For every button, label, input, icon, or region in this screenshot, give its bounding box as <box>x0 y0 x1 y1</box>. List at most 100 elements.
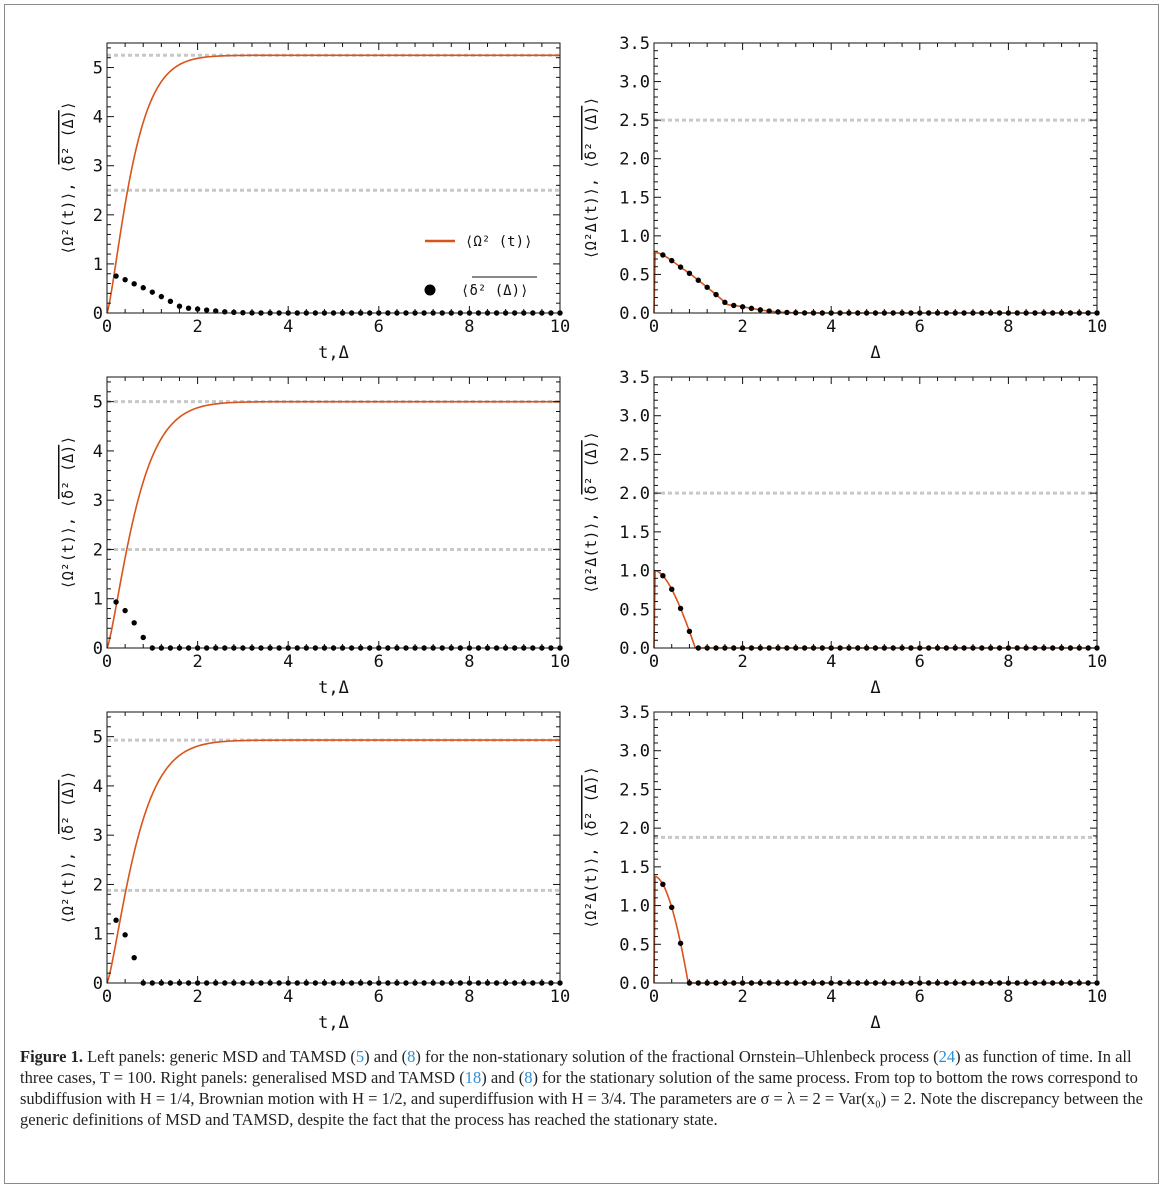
tamsd-point <box>748 305 755 312</box>
y-tick-label: 4 <box>93 108 103 128</box>
msd-curve <box>106 400 560 649</box>
caption-equation-ref[interactable]: 8 <box>407 1047 416 1066</box>
plot-frame <box>106 711 561 984</box>
y-axis-label-text: ⟨Ω²(t)⟩, ⟨δ² (Δ)⟩ <box>59 771 77 925</box>
y-axis-label: ⟨Ω²(t)⟩, ⟨δ² (Δ)⟩ <box>58 436 77 589</box>
y-tick-label: 3 <box>93 826 103 846</box>
x-tick-label: 10 <box>1087 317 1107 337</box>
legend-msd-label: ⟨Ω² (t)⟩ <box>465 234 532 250</box>
tamsd-point <box>176 303 183 309</box>
tamsd-point <box>660 573 666 579</box>
x-axis-label: Δ <box>870 678 880 698</box>
caption-text: ) for the non-stationary solution of the… <box>415 1047 939 1066</box>
y-tick-label: 3.0 <box>619 73 650 93</box>
y-axis-label-tamsd: δ² (Δ) <box>582 106 600 160</box>
y-axis-label-tamsd: δ² (Δ) <box>59 780 77 834</box>
y-tick-label: 0.0 <box>619 974 650 994</box>
y-tick-label: 0.5 <box>619 935 650 955</box>
chart-panel-r2-right: 0 2 4 6 8 10 0.0 0.5 1.0 1.5 2.0 2.5 3.0 3.5 Δ ⟨Ω²Δ(t)⟩… <box>581 368 1107 698</box>
chart-panel-r3-left: 0 2 4 6 8 10 0 1 2 3 4 5 t,Δ ⟨Ω²(t)⟩, ⟨δ² (Δ)⟩ <box>58 711 570 1033</box>
y-axis-label-tamsd: δ² (Δ) <box>582 440 600 494</box>
tamsd-point <box>731 302 737 309</box>
tamsd-point <box>131 620 137 626</box>
tamsd-point <box>677 264 684 270</box>
y-tick-label: 0.0 <box>619 639 650 659</box>
y-tick-label: 4 <box>93 777 103 797</box>
tamsd-point <box>158 293 165 300</box>
chart-panel-r1-right: 0 2 4 6 8 10 0.0 0.5 1.0 1.5 2.0 2.5 3.0 3.5 Δ ⟨Ω²Δ(t)⟩… <box>581 34 1107 363</box>
x-tick-label: 0 <box>649 317 659 337</box>
tamsd-point <box>669 257 675 264</box>
y-axis-label-main: ⟨Ω²(t)⟩, ⟨ <box>59 834 77 924</box>
y-axis-label-close: ⟩ <box>59 771 77 780</box>
tamsd-point <box>766 308 772 314</box>
caption-text: ) as function of time. In all three case… <box>20 1047 1132 1087</box>
caption-equation-ref[interactable]: 5 <box>355 1047 365 1066</box>
y-axis-label: ⟨Ω²Δ(t)⟩, ⟨δ² (Δ)⟩ <box>581 766 600 929</box>
y-tick-label: 2.0 <box>619 484 650 504</box>
y-tick-label: 3.5 <box>619 368 650 388</box>
x-tick-label: 2 <box>192 652 202 672</box>
x-tick-label: 6 <box>374 987 384 1007</box>
y-tick-label: 5 <box>93 728 103 748</box>
y-tick-label: 3.5 <box>619 703 650 723</box>
y-tick-label: 2.5 <box>619 445 650 465</box>
y-tick-label: 3.0 <box>619 742 650 762</box>
y-tick-label: 2.0 <box>619 819 650 839</box>
y-tick-label: 2.5 <box>619 111 650 131</box>
x-tick-label: 4 <box>283 652 293 672</box>
legend-bracket-open: ⟨ <box>461 283 469 299</box>
y-tick-label: 1.5 <box>619 188 650 208</box>
tamsd-point <box>113 599 119 605</box>
msd-curve <box>653 569 1097 649</box>
y-axis-label-main: ⟨Ω²Δ(t)⟩, ⟨ <box>582 494 600 593</box>
msd-curve <box>106 739 560 984</box>
tamsd-point <box>140 634 146 641</box>
y-tick-label: 2 <box>93 875 103 895</box>
caption-text: ) and ( <box>364 1047 408 1066</box>
x-axis-label: Δ <box>870 1013 880 1033</box>
tamsd-point <box>669 586 675 592</box>
y-axis-label-text: ⟨Ω²Δ(t)⟩, ⟨δ² (Δ)⟩ <box>582 431 600 594</box>
x-tick-label: 8 <box>464 317 474 337</box>
tamsd-point <box>113 917 119 923</box>
x-tick-label: 0 <box>102 987 112 1007</box>
tamsd-point <box>686 270 693 276</box>
x-tick-label: 8 <box>1003 652 1013 672</box>
y-tick-label: 0 <box>93 639 103 659</box>
y-tick-label: 0 <box>93 304 103 324</box>
y-axis-label-main: ⟨Ω²Δ(t)⟩, ⟨ <box>582 829 600 928</box>
x-tick-label: 2 <box>737 317 747 337</box>
tamsd-point <box>140 285 146 291</box>
x-tick-label: 0 <box>102 317 112 337</box>
caption-equation-ref[interactable]: 8 <box>524 1068 533 1087</box>
x-tick-label: 10 <box>550 987 570 1007</box>
x-tick-label: 2 <box>737 652 747 672</box>
caption-equation-ref[interactable]: 18 <box>464 1068 482 1087</box>
figure-frame <box>4 4 1159 1184</box>
chart-panel-r2-left: 0 2 4 6 8 10 0 1 2 3 4 5 t,Δ ⟨Ω²(t)⟩, ⟨δ² (Δ)⟩ <box>58 376 570 698</box>
x-axis-label: t,Δ <box>318 678 349 698</box>
x-tick-label: 10 <box>1087 987 1107 1007</box>
y-tick-label: 2.0 <box>619 150 650 170</box>
plot-frame <box>106 42 561 314</box>
y-tick-label: 2 <box>93 206 103 226</box>
y-axis-label-close: ⟩ <box>582 431 600 440</box>
legend: ⟨Ω² (t)⟩ ⟨δ² (Δ)⟩ <box>424 234 537 299</box>
y-tick-label: 1.5 <box>619 858 650 878</box>
tamsd-point <box>686 628 693 635</box>
y-axis-label-tamsd: δ² (Δ) <box>59 110 77 164</box>
msd-curve <box>653 875 1097 984</box>
y-axis-label: ⟨Ω²Δ(t)⟩, ⟨δ² (Δ)⟩ <box>581 431 600 594</box>
y-axis-label-main: ⟨Ω²Δ(t)⟩, ⟨ <box>582 160 600 259</box>
y-axis-label-text: ⟨Ω²(t)⟩, ⟨δ² (Δ)⟩ <box>59 101 77 255</box>
x-tick-label: 4 <box>283 317 293 337</box>
tamsd-point <box>660 881 666 887</box>
caption-equation-ref[interactable]: 24 <box>938 1047 956 1066</box>
y-tick-label: 0 <box>93 974 103 994</box>
y-tick-label: 0.5 <box>619 265 650 285</box>
y-axis-label-tamsd: δ² (Δ) <box>582 775 600 829</box>
x-axis-label: t,Δ <box>318 343 349 363</box>
